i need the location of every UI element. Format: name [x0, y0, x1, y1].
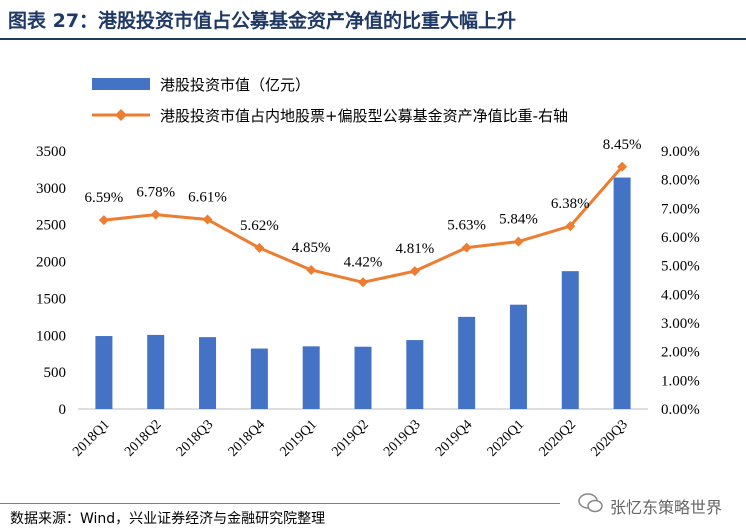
legend-line-marker: [115, 109, 127, 121]
left-tick-label: 0: [59, 402, 67, 418]
right-tick-label: 9.00%: [661, 144, 700, 160]
left-tick-label: 500: [44, 365, 67, 381]
left-tick-label: 2500: [36, 218, 66, 234]
x-tick-label: 2018Q4: [226, 417, 269, 460]
line-point-2018Q4: [254, 242, 265, 253]
data-label-2018Q4: 5.62%: [240, 218, 279, 234]
line-point-2019Q4: [461, 242, 472, 253]
left-tick-label: 2000: [36, 255, 66, 271]
data-label-2019Q1: 4.85%: [292, 240, 331, 256]
right-tick-label: 4.00%: [661, 287, 700, 303]
legend: 港股投资市值（亿元） 港股投资市值占内地股票+偏股型公募基金资产净值比重-右轴: [92, 76, 568, 125]
bar-2018Q2: [147, 334, 165, 409]
data-label-2019Q4: 5.63%: [447, 218, 486, 234]
data-label-2020Q3: 8.45%: [603, 137, 642, 153]
line-point-2020Q3: [617, 161, 628, 172]
line-point-2020Q1: [513, 236, 524, 247]
line-point-2018Q2: [150, 209, 161, 220]
bar-2020Q3: [613, 177, 631, 409]
watermark: 张忆东策略世界: [610, 498, 723, 517]
source-note: 数据来源：Wind，兴业证券经济与金融研究院整理: [10, 511, 326, 527]
right-tick-label: 3.00%: [661, 316, 700, 332]
figure-title: 图表 27：港股投资市值占公募基金资产净值的比重大幅上升: [8, 10, 517, 32]
line-point-2018Q1: [98, 215, 109, 226]
x-tick-label: 2019Q2: [329, 417, 372, 460]
right-tick-label: 0.00%: [661, 402, 700, 418]
data-label-2019Q3: 4.81%: [395, 241, 434, 257]
bar-series: [95, 177, 631, 409]
x-tick-label: 2018Q2: [122, 417, 165, 460]
bar-2020Q2: [561, 271, 579, 409]
footer-divider: [0, 503, 560, 504]
line-point-2020Q2: [565, 221, 576, 232]
data-label-2018Q2: 6.78%: [136, 185, 175, 201]
x-tick-label: 2019Q4: [433, 417, 476, 460]
bar-2019Q1: [302, 346, 320, 409]
bar-2018Q4: [250, 348, 268, 409]
line-series: [98, 161, 628, 288]
left-tick-label: 3500: [36, 144, 66, 160]
right-tick-label: 5.00%: [661, 259, 700, 275]
bar-2019Q4: [458, 316, 476, 409]
data-label-2018Q1: 6.59%: [85, 190, 124, 206]
bar-2018Q1: [95, 336, 113, 409]
x-tick-label: 2019Q1: [277, 417, 320, 460]
bar-2018Q3: [199, 337, 217, 409]
data-label-2020Q2: 6.38%: [551, 196, 590, 212]
legend-bar-swatch: [92, 78, 150, 90]
line-point-2019Q2: [358, 277, 368, 288]
data-label-2020Q1: 5.84%: [499, 212, 538, 228]
wechat-icon: [578, 493, 603, 513]
x-tick-label: 2020Q1: [485, 417, 528, 460]
left-tick-label: 1500: [36, 291, 66, 307]
bar-2019Q3: [406, 340, 424, 409]
bar-2019Q2: [354, 346, 372, 409]
data-label-2018Q3: 6.61%: [188, 190, 227, 206]
line-point-2019Q1: [306, 264, 317, 275]
x-tick-label: 2019Q3: [381, 417, 424, 460]
right-tick-label: 7.00%: [661, 201, 700, 217]
right-tick-label: 2.00%: [661, 345, 700, 361]
left-tick-label: 1000: [36, 328, 66, 344]
data-labels: 6.59% 6.78% 6.61% 5.62% 4.85% 4.42% 4.81% 5.63%…: [85, 137, 642, 271]
x-tick-label: 2018Q3: [174, 417, 217, 460]
bar-2020Q1: [509, 304, 527, 409]
right-tick-label: 8.00%: [661, 173, 700, 189]
line-point-2018Q3: [202, 214, 213, 225]
x-tick-label: 2018Q1: [70, 417, 113, 460]
x-tick-label: 2020Q2: [537, 417, 580, 460]
right-tick-label: 6.00%: [661, 230, 700, 246]
title-divider: [0, 38, 746, 40]
legend-bar-label: 港股投资市值（亿元）: [160, 76, 310, 94]
line-point-2019Q3: [409, 266, 420, 277]
right-tick-label: 1.00%: [661, 373, 700, 389]
left-tick-label: 3000: [36, 181, 66, 197]
legend-line-label: 港股投资市值占内地股票+偏股型公募基金资产净值比重-右轴: [160, 107, 568, 125]
data-label-2019Q2: 4.42%: [344, 254, 383, 270]
x-tick-label: 2020Q3: [588, 417, 631, 460]
